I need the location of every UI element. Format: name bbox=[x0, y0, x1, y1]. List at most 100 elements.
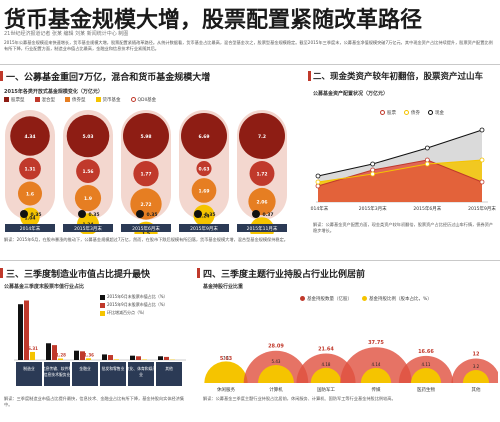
section-marker-4 bbox=[197, 268, 200, 278]
series-point bbox=[370, 167, 376, 173]
bubble-value-label: 1.5 bbox=[142, 231, 150, 234]
bubble-0 bbox=[10, 116, 50, 156]
chart-industry-market-value: 6.31 制造业 1.28 信息传输、软件和信息技术服务业 1.36 金融业 批发和零售业文… bbox=[14, 300, 186, 386]
bubble-1 bbox=[133, 161, 159, 187]
bubble-1 bbox=[249, 161, 275, 186]
section-2-note: 解读：公募基金资产配置方面，现金类资产较年初翻倍，股票资产占比经历过山车行情，债… bbox=[313, 222, 494, 233]
byline: 21世纪经济报道记者 张某 编辑 刘某 新闻统计中心 制图 bbox=[4, 31, 129, 37]
section-4-panel-label: 基金持股行业比重 bbox=[203, 284, 244, 290]
bar-data-label: 6.31 bbox=[28, 346, 38, 351]
legend-item-holding-qty: 基金持股数量（亿股） bbox=[300, 296, 352, 302]
bar-2 bbox=[114, 359, 119, 360]
bar-1 bbox=[164, 356, 169, 360]
bubble-value-label: 6.69 bbox=[198, 134, 209, 140]
section-3-panel-label: 公募基金三季度末股票市值行业占比 bbox=[4, 284, 85, 290]
bubble-4 bbox=[252, 210, 260, 218]
bar-2 bbox=[86, 358, 91, 360]
holding-qty-label: 21.64 bbox=[318, 346, 334, 352]
bubble-value-label: 2.72 bbox=[140, 202, 151, 208]
holding-qty-label: 16.66 bbox=[418, 349, 434, 355]
series-point bbox=[479, 127, 485, 133]
category-label-bg bbox=[237, 224, 287, 232]
category-label: 批发和零售业 bbox=[102, 366, 125, 371]
category-label: 2015年6月末 bbox=[132, 225, 160, 232]
holding-qty-label: 37.75 bbox=[368, 340, 384, 346]
legend-item-sep: 2015年9月末股票市值占比（%） bbox=[100, 302, 168, 308]
holding-qty-label: 28.09 bbox=[268, 344, 284, 350]
series-point bbox=[424, 145, 430, 151]
category-label: 文化、体育和娱乐 bbox=[126, 366, 157, 371]
category-box bbox=[44, 362, 70, 386]
bubble-4 bbox=[136, 210, 144, 218]
section-4-note: 解读：公募基金三季度主题行业持股占比居前，休闲服务、计算机、国防军工等行业基金持… bbox=[203, 396, 396, 401]
category-label: 国防军工 bbox=[317, 386, 335, 393]
bubble-4 bbox=[20, 210, 28, 218]
series-point bbox=[479, 179, 485, 185]
holding-ratio-label: 4.11 bbox=[422, 362, 431, 367]
legend-item-mixed: 混合型 bbox=[34, 97, 55, 103]
bubble-value-label: 1.31 bbox=[24, 167, 35, 173]
x-tick-label: 2015年6月末 bbox=[413, 205, 441, 212]
bubble-0 bbox=[123, 113, 169, 159]
bubble-value-label: 1.6 bbox=[26, 192, 34, 198]
category-label: 2014年末 bbox=[20, 225, 41, 232]
series-point bbox=[315, 173, 321, 179]
category-box bbox=[72, 362, 98, 386]
section-4-title: 四、三季度主题行业持股占行业比例居前 bbox=[203, 270, 366, 280]
holding-qty-label: 12 bbox=[473, 351, 480, 357]
bubble-value-label: 0.63 bbox=[198, 167, 209, 173]
x-tick-label: 2015年9月末 bbox=[468, 205, 496, 212]
series-line-2 bbox=[317, 129, 483, 177]
section-3-legend: 2015年6月末股票市值占比（%） 2015年9月末股票市值占比（%） 环比增减… bbox=[100, 294, 168, 316]
bubble-value-label: 0.35 bbox=[30, 212, 41, 218]
section-marker-3 bbox=[0, 268, 3, 278]
bubble-value-label: 1.69 bbox=[198, 188, 209, 194]
bar-2 bbox=[30, 351, 35, 360]
holding-qty-label: 5.63 bbox=[220, 356, 233, 362]
bar-0 bbox=[74, 350, 79, 360]
category-label: 2015年3月末 bbox=[74, 225, 102, 232]
category-label: 计算机 bbox=[269, 386, 283, 393]
bar-0 bbox=[130, 355, 135, 360]
holding-ratio-label: 5.43 bbox=[272, 359, 281, 364]
divider-top bbox=[0, 64, 500, 65]
holding-ratio-label: 4.18 bbox=[322, 362, 331, 367]
bar-0 bbox=[158, 356, 163, 360]
chart-fund-scale-bubbles: 4.341.311.61.040.352014年末5.031.561.91.34… bbox=[5, 110, 287, 234]
holding-ratio-semicircle bbox=[204, 361, 248, 383]
chart-asset-allocation-area: 2014年末 2015年3月末 2015年6月末 2015年9月末 bbox=[310, 127, 496, 212]
bar-1 bbox=[24, 300, 29, 360]
bar-0 bbox=[46, 343, 51, 360]
bubble-2 bbox=[17, 181, 43, 206]
legend-item-stock-2: 股票 bbox=[380, 110, 396, 116]
holding-ratio-semicircle bbox=[410, 367, 442, 383]
legend-item-stock: 股票型 bbox=[4, 97, 25, 103]
series-point bbox=[315, 179, 321, 185]
chart-industry-holdings: 5.637.1 休闲服务 28.09 5.43 计算机 21.64 4.18 国防军工 37.7… bbox=[204, 340, 498, 393]
legend-item-qdii: QDII基金 bbox=[130, 97, 156, 103]
bubble-value-label: 1.72 bbox=[256, 171, 267, 177]
series-point bbox=[424, 157, 430, 163]
series-point bbox=[424, 161, 430, 167]
bar-data-label: 1.36 bbox=[84, 352, 94, 357]
bubble-value-label: 2.06 bbox=[256, 200, 267, 206]
legend-item-change: 环比增减百分点（%） bbox=[100, 310, 147, 316]
bubble-0 bbox=[239, 113, 285, 159]
legend-item-jun: 2015年6月末股票市值占比（%） bbox=[100, 294, 168, 300]
bubble-value-label: 0.35 bbox=[146, 212, 157, 218]
category-label: 医药生物 bbox=[417, 386, 435, 393]
category-label-cont: 业 bbox=[139, 372, 143, 377]
category-box bbox=[156, 362, 182, 386]
holding-ratio-semicircle bbox=[360, 367, 392, 383]
section-2-title: 二、现金类资产较年初翻倍，股票资产过山车 bbox=[313, 72, 484, 82]
section-1-panel-label: 2015年各类开放式基金规模变化（万亿元） bbox=[4, 89, 103, 95]
bar-2 bbox=[58, 358, 63, 360]
bubble-value-label: 5.98 bbox=[140, 134, 151, 140]
x-tick-label: 2015年3月末 bbox=[359, 205, 387, 212]
holding-ratio-semicircle bbox=[462, 369, 490, 383]
section-1-title: 一、公募基金重回7万亿，混合和货币基金规模大增 bbox=[6, 73, 211, 83]
category-label: 金融业 bbox=[79, 366, 91, 371]
bar-0 bbox=[102, 354, 107, 360]
bubble-1 bbox=[196, 161, 212, 177]
